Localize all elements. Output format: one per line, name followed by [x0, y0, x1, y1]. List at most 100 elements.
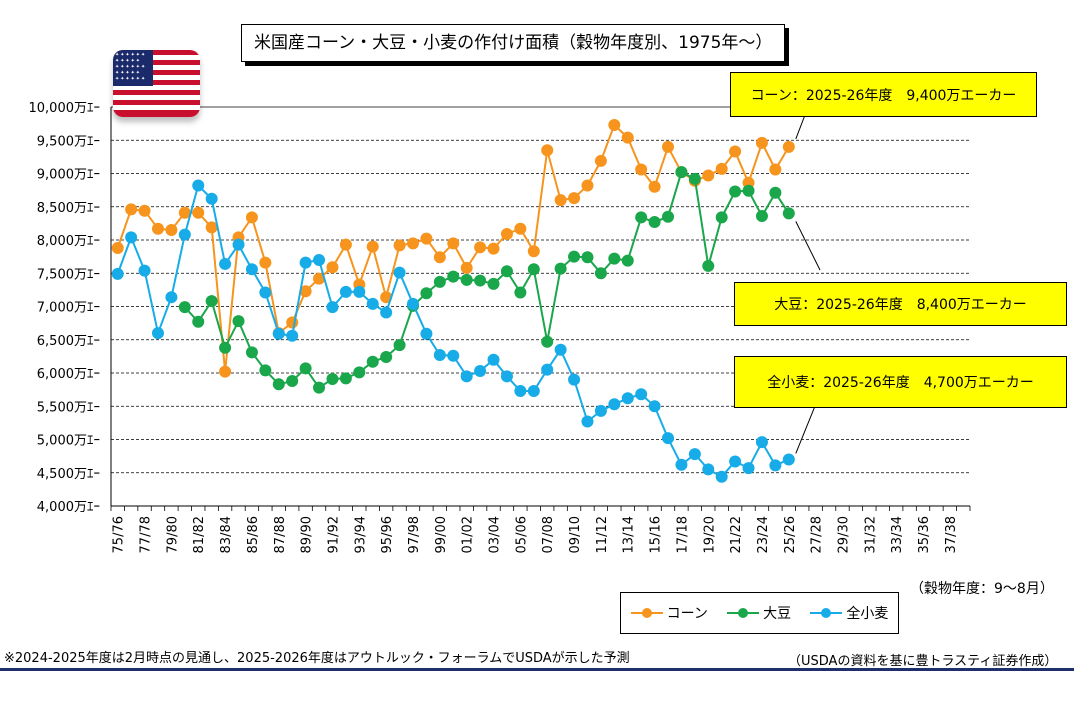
data-point	[460, 273, 473, 286]
data-point	[433, 349, 446, 362]
data-point	[621, 254, 634, 267]
data-point	[729, 185, 742, 198]
x-tick-label: 85/86	[246, 516, 261, 553]
x-tick-label: 27/28	[810, 516, 825, 553]
data-point	[205, 221, 218, 234]
data-point	[447, 270, 460, 283]
data-point	[500, 228, 513, 241]
x-tick-label: 95/96	[380, 516, 395, 553]
data-point	[353, 366, 366, 379]
legend-swatch-soy	[727, 607, 760, 619]
data-point	[406, 237, 419, 250]
data-point	[286, 329, 299, 342]
legend-label-wheat: 全小麦	[846, 606, 889, 622]
data-point	[326, 261, 339, 274]
y-tick-label: 8,000万ｴｰ	[37, 234, 100, 249]
data-point	[393, 266, 406, 279]
legend-label-corn: コーン	[666, 606, 708, 622]
data-point	[353, 285, 366, 298]
y-tick-label: 6,000万ｴｰ	[37, 367, 100, 382]
data-point	[299, 256, 312, 269]
data-point	[500, 265, 513, 278]
data-point	[769, 163, 782, 176]
y-tick-label: 4,000万ｴｰ	[37, 500, 100, 515]
data-point	[393, 339, 406, 352]
data-point	[366, 297, 379, 310]
data-point	[782, 453, 795, 466]
data-point	[742, 184, 755, 197]
data-point	[688, 448, 701, 461]
data-point	[192, 206, 205, 219]
data-point	[608, 398, 621, 411]
source-note: （USDAの資料を基に豊トラスティ証券作成）	[788, 654, 1058, 669]
data-point	[272, 378, 285, 391]
data-point	[755, 136, 768, 149]
y-tick-label: 5,500万ｴｰ	[37, 400, 100, 415]
data-point	[259, 364, 272, 377]
y-tick-label: 6,500万ｴｰ	[37, 334, 100, 349]
footnote: ※2024-2025年度は2月時点の見通し、2025-2026年度はアウトルック…	[4, 651, 630, 666]
x-tick-label: 33/34	[890, 516, 905, 553]
x-tick-label: 23/24	[756, 516, 771, 553]
data-point	[621, 131, 634, 144]
data-point	[339, 238, 352, 251]
data-point	[192, 179, 205, 192]
data-point	[715, 162, 728, 175]
data-point	[769, 459, 782, 472]
data-point	[138, 204, 151, 217]
legend-swatch-corn	[630, 607, 663, 619]
x-tick-label: 83/84	[219, 516, 234, 553]
data-point	[259, 286, 272, 299]
data-point	[326, 301, 339, 314]
data-point	[447, 237, 460, 250]
data-point	[487, 353, 500, 366]
y-tick-labels: 4,000万ｴｰ 4,500万ｴｰ 5,000万ｴｰ 5,500万ｴｰ 6,000万ｴｰ…	[29, 101, 101, 515]
data-point	[662, 432, 675, 445]
data-point	[232, 315, 245, 328]
data-point	[648, 400, 661, 413]
legend-item-wheat: 全小麦	[810, 603, 888, 623]
x-tick-label: 11/12	[595, 516, 610, 553]
data-point	[702, 463, 715, 476]
data-point	[594, 154, 607, 167]
y-tick-label: 7,500万ｴｰ	[37, 267, 100, 282]
data-point	[581, 415, 594, 428]
x-tick-label: 13/14	[622, 516, 637, 553]
data-point	[460, 261, 473, 274]
x-tick-label: 93/94	[353, 516, 368, 553]
x-tick-label: 77/78	[139, 516, 154, 553]
data-point	[608, 118, 621, 131]
series-2	[111, 179, 795, 483]
series-lines	[111, 118, 795, 483]
data-point	[380, 351, 393, 364]
data-point	[433, 275, 446, 288]
data-point	[514, 384, 527, 397]
data-point	[568, 192, 581, 205]
data-point	[729, 455, 742, 468]
data-point	[500, 370, 513, 383]
data-point	[339, 372, 352, 385]
x-tick-label: 75/76	[112, 516, 127, 553]
legend: コーン 大豆 全小麦	[620, 592, 899, 634]
data-point	[474, 365, 487, 378]
data-point	[178, 301, 191, 314]
data-point	[594, 404, 607, 417]
data-point	[702, 259, 715, 272]
x-tick-label: 25/26	[783, 516, 798, 553]
callout-corn: コーン：2025-26年度 9,400万エーカー	[730, 72, 1037, 117]
x-tick-label: 91/92	[326, 516, 341, 553]
leader-soy	[795, 221, 821, 271]
data-point	[138, 264, 151, 277]
x-tick-label: 07/08	[541, 516, 556, 553]
data-point	[514, 286, 527, 299]
data-point	[541, 335, 554, 348]
data-point	[406, 297, 419, 310]
x-tick-label: 29/30	[836, 516, 851, 553]
data-point	[621, 392, 634, 405]
data-point	[205, 192, 218, 205]
data-point	[514, 222, 527, 235]
data-point	[675, 166, 688, 179]
x-tick-label: 87/88	[273, 516, 288, 553]
data-point	[151, 222, 164, 235]
data-point	[245, 346, 258, 359]
